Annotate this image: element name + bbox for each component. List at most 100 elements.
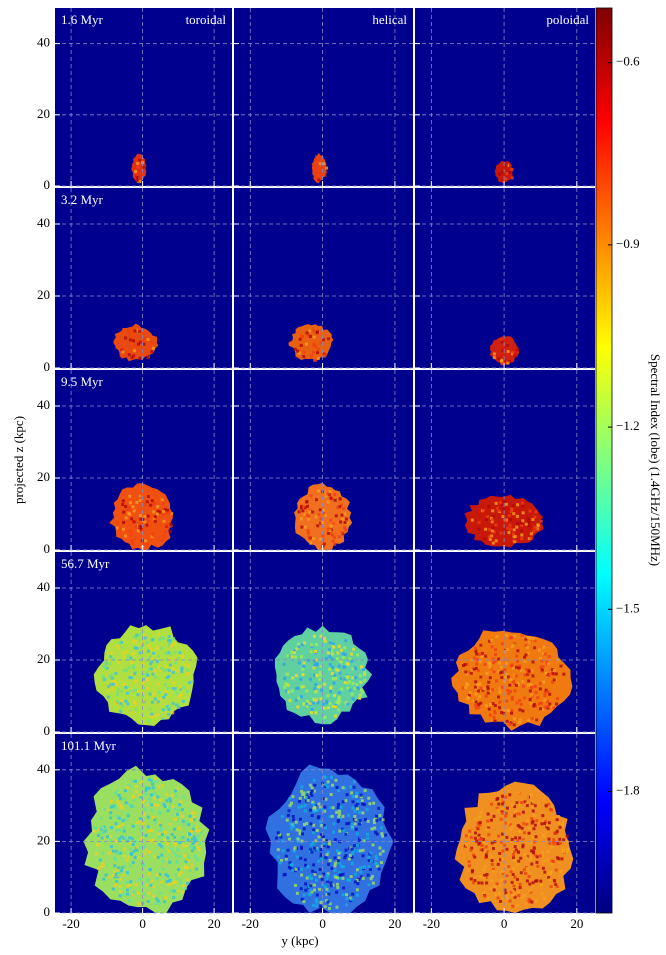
emission-texture (152, 894, 156, 898)
emission-texture (561, 821, 565, 825)
panel (55, 8, 232, 187)
emission-texture (362, 672, 366, 676)
emission-texture (188, 868, 192, 872)
emission-texture (470, 870, 474, 874)
emission-texture (317, 815, 321, 819)
emission-texture (356, 807, 360, 811)
emission-texture (350, 659, 354, 663)
emission-texture (510, 711, 514, 715)
emission-texture (531, 674, 535, 678)
emission-texture (340, 513, 344, 517)
emission-texture (164, 873, 168, 877)
emission-texture (337, 701, 341, 705)
emission-texture (549, 885, 553, 889)
emission-texture (540, 668, 544, 672)
emission-texture (192, 818, 196, 822)
emission-texture (516, 850, 520, 854)
emission-texture (321, 511, 325, 515)
emission-texture (109, 811, 113, 815)
emission-texture (148, 868, 152, 872)
emission-texture (528, 900, 532, 904)
emission-texture (494, 523, 498, 527)
emission-texture (302, 702, 306, 706)
emission-texture (495, 679, 499, 683)
emission-texture (160, 636, 164, 640)
emission-texture (297, 351, 301, 355)
emission-texture (315, 808, 319, 812)
emission-texture (498, 899, 502, 903)
emission-texture (119, 877, 123, 881)
emission-texture (511, 666, 515, 670)
emission-texture (553, 831, 557, 835)
panel-background (415, 8, 595, 186)
emission-texture (507, 709, 511, 713)
emission-texture (356, 653, 360, 657)
emission-texture (337, 697, 341, 701)
emission-texture (281, 839, 285, 843)
emission-texture (343, 646, 347, 650)
x-tick-label: 0 (501, 916, 508, 931)
emission-texture (293, 846, 297, 850)
emission-texture (356, 882, 360, 886)
emission-texture (161, 708, 165, 712)
emission-texture (331, 533, 335, 537)
emission-texture (121, 704, 125, 708)
emission-texture (543, 690, 547, 694)
emission-texture (516, 649, 520, 653)
emission-texture (122, 829, 126, 833)
emission-texture (515, 515, 519, 519)
emission-texture (474, 704, 478, 708)
emission-texture (147, 644, 151, 648)
emission-texture (321, 835, 325, 839)
emission-texture (476, 682, 480, 686)
emission-texture (142, 173, 146, 177)
emission-texture (491, 509, 495, 513)
emission-texture (335, 785, 339, 789)
emission-texture (114, 822, 118, 826)
emission-texture (478, 695, 482, 699)
emission-texture (307, 517, 311, 521)
emission-texture (483, 849, 487, 853)
emission-texture (312, 863, 316, 867)
emission-texture (309, 884, 313, 888)
emission-texture (518, 886, 522, 890)
emission-texture (475, 839, 479, 843)
emission-texture (346, 681, 350, 685)
emission-texture (145, 523, 149, 527)
emission-texture (505, 172, 509, 176)
emission-texture (131, 505, 135, 509)
emission-texture (528, 857, 532, 861)
emission-texture (339, 660, 343, 664)
emission-texture (359, 665, 363, 669)
emission-texture (361, 802, 365, 806)
emission-texture (116, 341, 120, 345)
emission-texture (506, 675, 510, 679)
emission-texture (487, 833, 491, 837)
emission-texture (143, 514, 147, 518)
emission-texture (288, 797, 292, 801)
emission-texture (137, 856, 141, 860)
emission-texture (320, 824, 324, 828)
panel (234, 188, 413, 369)
emission-texture (300, 685, 304, 689)
emission-texture (319, 852, 323, 856)
emission-texture (478, 821, 482, 825)
emission-texture (146, 900, 150, 904)
emission-texture (137, 689, 141, 693)
emission-texture (325, 166, 329, 170)
emission-texture (538, 656, 542, 660)
emission-texture (196, 834, 200, 838)
emission-texture (298, 337, 302, 341)
emission-texture (369, 851, 373, 855)
emission-texture (126, 888, 130, 892)
emission-texture (331, 677, 335, 681)
emission-texture (138, 158, 142, 162)
emission-texture (168, 663, 172, 667)
emission-texture (496, 796, 500, 800)
emission-texture (172, 851, 176, 855)
emission-texture (106, 695, 110, 699)
emission-texture (163, 830, 167, 834)
emission-texture (485, 849, 489, 853)
emission-texture (524, 637, 528, 641)
emission-texture (493, 709, 497, 713)
